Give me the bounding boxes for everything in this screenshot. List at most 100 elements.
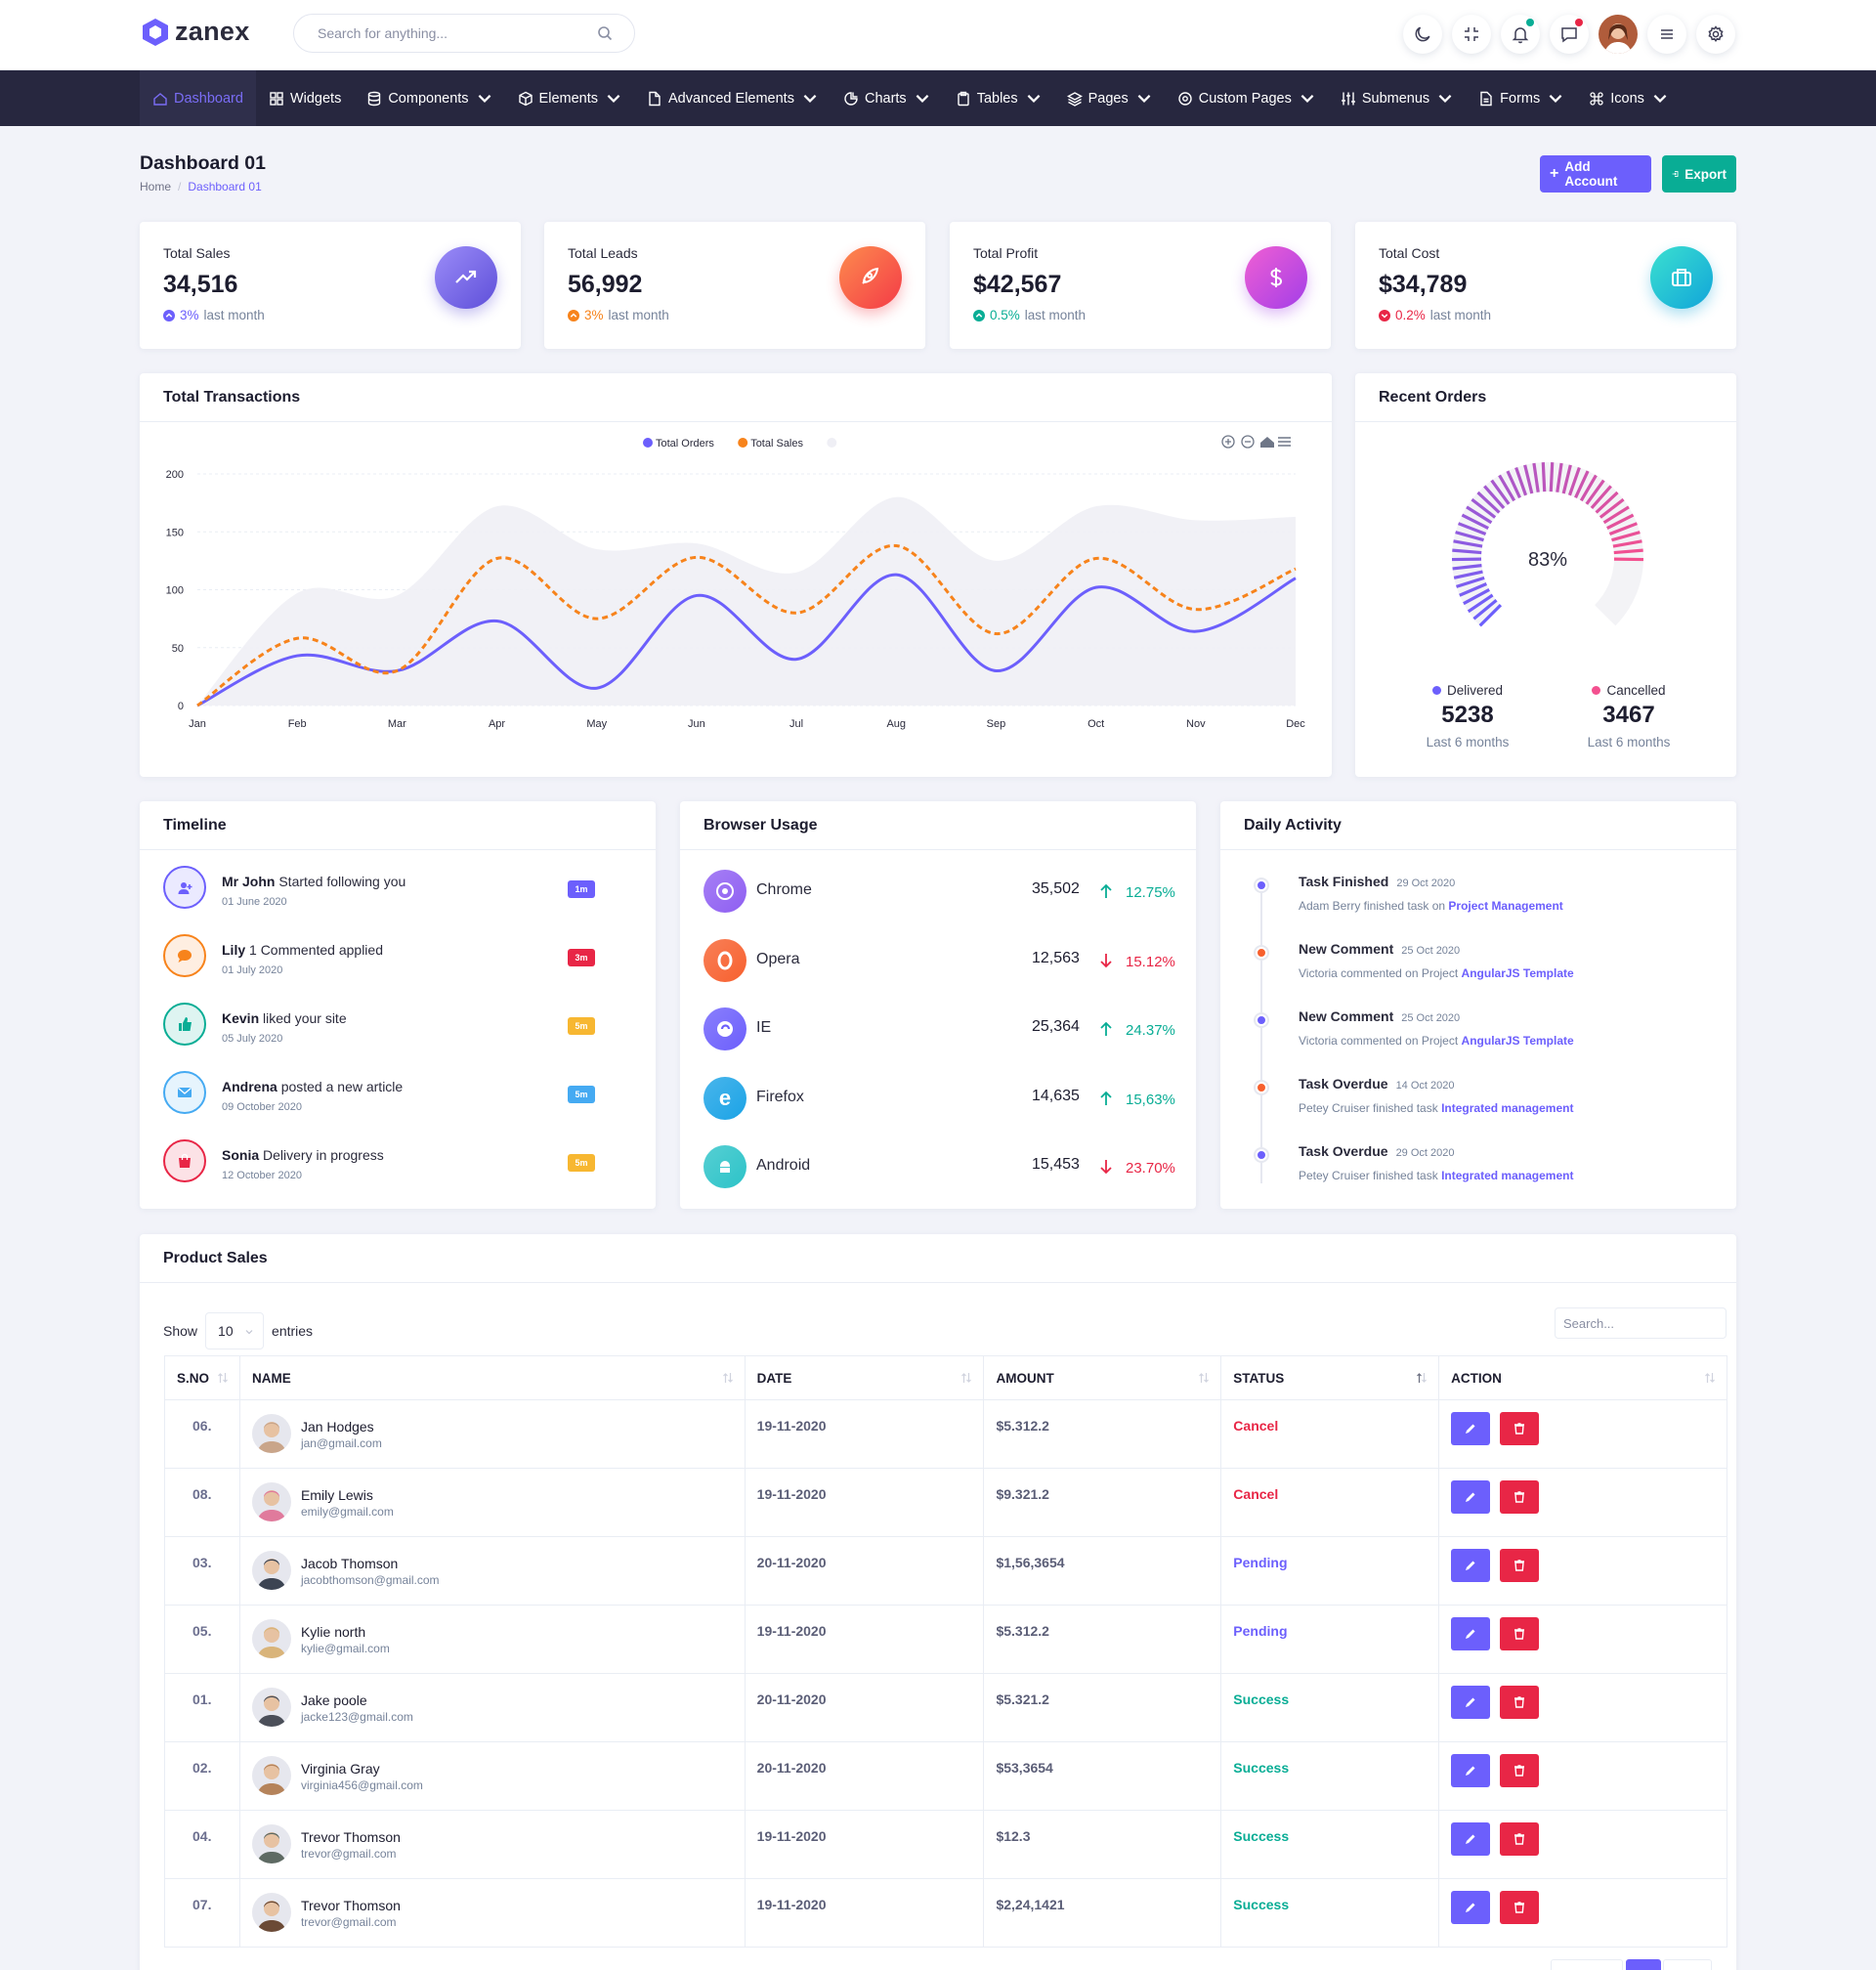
- search-icon[interactable]: [597, 25, 613, 41]
- nav-item-widgets[interactable]: Widgets: [256, 70, 354, 126]
- nav-item-components[interactable]: Components: [354, 70, 504, 126]
- breadcrumb-home[interactable]: Home: [140, 180, 172, 193]
- sort-icon[interactable]: [959, 1371, 973, 1385]
- activity-link[interactable]: AngularJS Template: [1461, 966, 1574, 980]
- timeline-action: Delivery in progress: [263, 1147, 384, 1163]
- x-tick-label: Mar: [388, 718, 406, 730]
- customer-info: Kylie north kylie@gmail.com: [301, 1619, 390, 1658]
- radial-bar: [1506, 470, 1521, 498]
- radial-chart: 83%: [1451, 462, 1644, 627]
- avatar-image: [251, 1824, 291, 1863]
- browser-row-ie[interactable]: IE 25,364 24.37%: [704, 1007, 1175, 1052]
- sort-icon[interactable]: [1197, 1371, 1211, 1385]
- nav-item-custom-pages[interactable]: Custom Pages: [1165, 70, 1328, 126]
- nav-label: Dashboard: [174, 90, 243, 107]
- logo[interactable]: zanex: [142, 17, 250, 47]
- timeline-item[interactable]: Sonia Delivery in progress 12 October 202…: [163, 1139, 595, 1188]
- delete-button[interactable]: [1500, 1480, 1540, 1514]
- zoom-out-icon[interactable]: [1241, 435, 1255, 449]
- table-row: 07. Trevor Thomson trevor@gmail.com 19-11-2…: [164, 1878, 1727, 1948]
- column-header-name[interactable]: NAME: [238, 1355, 746, 1400]
- activity-link[interactable]: Project Management: [1448, 899, 1563, 913]
- nav-item-submenus[interactable]: Submenus: [1328, 70, 1466, 126]
- entries-select[interactable]: 10: [205, 1312, 265, 1349]
- nav-item-pages[interactable]: Pages: [1054, 70, 1165, 126]
- menu-icon[interactable]: [1647, 15, 1686, 54]
- column-header-action[interactable]: ACTION: [1438, 1355, 1727, 1400]
- delete-button[interactable]: [1500, 1549, 1540, 1582]
- pagination-previous[interactable]: [1551, 1959, 1623, 1970]
- search-input[interactable]: [318, 15, 601, 52]
- browser-row-chrome[interactable]: Chrome 35,502 12.75%: [704, 870, 1175, 915]
- timeline-item[interactable]: Andrena posted a new article 09 October 2…: [163, 1071, 595, 1120]
- nav-item-forms[interactable]: Forms: [1466, 70, 1576, 126]
- gear-icon[interactable]: [1696, 15, 1735, 54]
- activity-link[interactable]: AngularJS Template: [1461, 1034, 1574, 1048]
- edit-button[interactable]: [1451, 1549, 1491, 1582]
- fullscreen-exit-icon[interactable]: [1452, 15, 1491, 54]
- menu-icon[interactable]: [1278, 437, 1291, 447]
- avatar[interactable]: [1599, 15, 1638, 54]
- edit-button[interactable]: [1451, 1891, 1491, 1924]
- timeline-item[interactable]: Mr John Started following you 01 June 202…: [163, 866, 595, 915]
- add-account-button[interactable]: + Add Account: [1540, 155, 1651, 193]
- pagination-next[interactable]: [1663, 1959, 1712, 1970]
- legend-label[interactable]: Total Sales: [750, 438, 803, 450]
- customer-name: Kylie north: [300, 1624, 366, 1640]
- delete-button[interactable]: [1500, 1617, 1540, 1650]
- edit-button[interactable]: [1451, 1412, 1491, 1445]
- edit-button[interactable]: [1451, 1822, 1491, 1856]
- table-search-input[interactable]: [1563, 1308, 1720, 1338]
- customer-email: jacke123@gmail.com: [300, 1710, 413, 1724]
- delete-button[interactable]: [1500, 1822, 1540, 1856]
- sort-icon[interactable]: [1415, 1371, 1428, 1385]
- zoom-in-icon[interactable]: [1221, 435, 1235, 449]
- column-header-amount[interactable]: AMOUNT: [983, 1355, 1222, 1400]
- avatar: [251, 1688, 291, 1727]
- message-icon[interactable]: [1550, 15, 1589, 54]
- delivered-stat: Delivered 5238 Last 6 months: [1385, 683, 1551, 749]
- stat-change-percent: 3%: [584, 308, 604, 322]
- nav-item-advanced-elements[interactable]: Advanced Elements: [634, 70, 831, 126]
- cell-action: [1438, 1673, 1727, 1742]
- nav-item-tables[interactable]: Tables: [943, 70, 1054, 126]
- activity-link[interactable]: Integrated management: [1441, 1169, 1574, 1182]
- delete-button[interactable]: [1500, 1412, 1540, 1445]
- delete-button[interactable]: [1500, 1686, 1540, 1719]
- column-header-date[interactable]: DATE: [744, 1355, 985, 1400]
- delete-button[interactable]: [1500, 1891, 1540, 1924]
- nav-item-icons[interactable]: Icons: [1576, 70, 1681, 126]
- edit-button[interactable]: [1451, 1480, 1491, 1514]
- search-box[interactable]: [293, 14, 635, 53]
- customer-name: Jacob Thomson: [300, 1556, 399, 1571]
- home-icon[interactable]: [1260, 437, 1274, 448]
- stat-value: 34,516: [163, 271, 238, 298]
- moon-icon[interactable]: [1403, 15, 1442, 54]
- browser-row-firefox[interactable]: e Firefox 14,635 15,63%: [704, 1076, 1175, 1122]
- table-search[interactable]: [1555, 1307, 1727, 1339]
- sort-icon[interactable]: [721, 1371, 735, 1385]
- nav-label: Custom Pages: [1198, 90, 1292, 107]
- delete-button[interactable]: [1500, 1754, 1540, 1787]
- customer-name: Emily Lewis: [300, 1487, 373, 1503]
- browser-row-opera[interactable]: Opera 12,563 15.12%: [704, 938, 1175, 984]
- rocket-icon: [862, 267, 879, 284]
- sort-icon[interactable]: [1703, 1371, 1717, 1385]
- timeline-item[interactable]: Lily 1 Commented applied 01 July 2020 3m: [163, 934, 595, 983]
- pagination-page-1[interactable]: [1626, 1959, 1661, 1970]
- bell-icon[interactable]: [1501, 15, 1540, 54]
- edit-button[interactable]: [1451, 1754, 1491, 1787]
- edit-button[interactable]: [1451, 1617, 1491, 1650]
- column-header-sno[interactable]: S.NO: [164, 1355, 240, 1400]
- edit-button[interactable]: [1451, 1686, 1491, 1719]
- activity-link[interactable]: Integrated management: [1441, 1101, 1574, 1115]
- column-header-status[interactable]: STATUS: [1220, 1355, 1440, 1400]
- sort-icon[interactable]: [216, 1371, 230, 1385]
- nav-item-charts[interactable]: Charts: [831, 70, 943, 126]
- nav-item-dashboard[interactable]: Dashboard: [140, 70, 256, 126]
- browser-row-android[interactable]: Android 15,453 23.70%: [704, 1145, 1175, 1190]
- export-button[interactable]: Export: [1662, 155, 1736, 193]
- nav-item-elements[interactable]: Elements: [505, 70, 634, 126]
- legend-label[interactable]: Total Orders: [656, 438, 714, 450]
- timeline-item[interactable]: Kevin liked your site 05 July 2020 5m: [163, 1003, 595, 1051]
